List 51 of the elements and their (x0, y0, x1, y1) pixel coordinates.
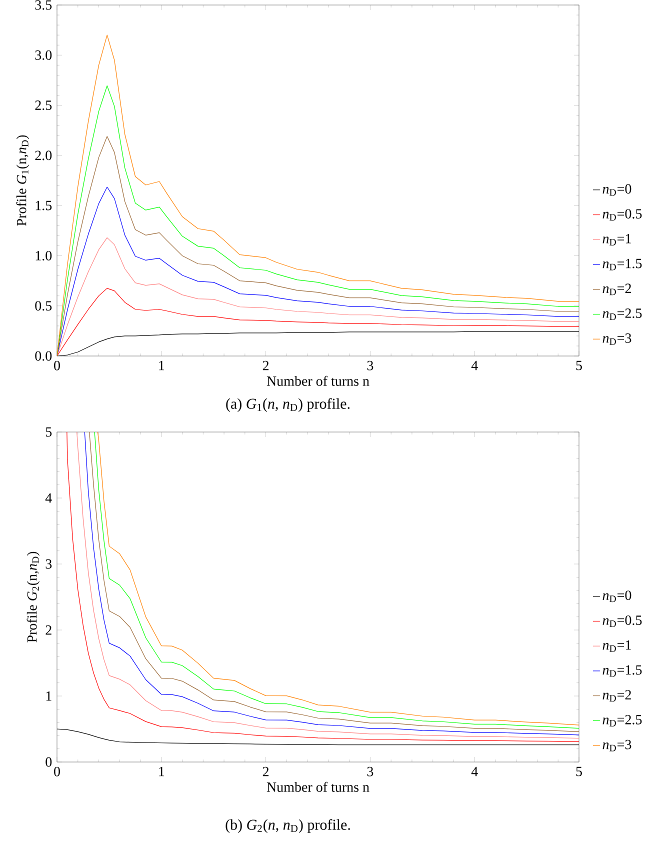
line-series (57, 237, 579, 356)
x-tick-label: 4 (471, 766, 478, 776)
x-tick-label: 1 (159, 766, 164, 776)
x-axis-title: Number of turns n (266, 376, 370, 386)
y-tick-label: 2.0 (35, 150, 52, 160)
legend-label: n$_{D}$=1 (602, 234, 631, 246)
legend-label: n$_{D}$=2.5 (602, 308, 642, 320)
x-axis-title: Number of turns n (266, 782, 370, 792)
y-tick-label: 0.5 (35, 301, 52, 311)
legend-label: n$_{D}$=2 (602, 284, 631, 296)
x-tick-label: 3 (367, 766, 374, 776)
legend-label: n$_{D}$=1.5 (602, 665, 642, 677)
x-tick-label: 4 (471, 360, 478, 370)
legend-label: n$_{D}$=0.5 (602, 615, 642, 627)
y-tick-label: 1.5 (36, 200, 52, 210)
legend-label: n$_{D}$=2 (602, 690, 631, 702)
legend-label: n$_{D}$=3 (602, 740, 632, 752)
y-tick-label: 0.0 (35, 351, 52, 361)
legend-label: n$_{D}$=1.5 (602, 258, 642, 270)
text: (b) G$_{2}$(n, n$_{D}$) profile. (226, 819, 350, 833)
legend-label: n$_{D}$=0 (602, 590, 632, 602)
x-tick-label: 1 (159, 360, 164, 370)
legend-label: n$_{D}$=0.5 (602, 209, 642, 221)
legend-label: n$_{D}$=2.5 (602, 714, 642, 726)
y-tick-label: 1.0 (36, 250, 52, 260)
y-tick-label: 3.5 (35, 0, 52, 10)
x-tick-label: 5 (576, 766, 582, 776)
y-tick-label: 2 (46, 625, 52, 635)
y-tick-label: 1 (46, 691, 52, 701)
y-axis-title: Profile G$_{2}$(n,n$_{D}$) (26, 552, 40, 642)
y-tick-label: 3.0 (35, 50, 52, 60)
legend-label: n$_{D}$=1 (602, 640, 631, 652)
y-tick-label: 5 (46, 427, 52, 437)
line-series (57, 186, 579, 356)
y-tick-label: 3 (46, 559, 52, 569)
x-tick-label: 2 (262, 766, 269, 776)
line-series (57, 136, 579, 356)
y-tick-label: 2.5 (35, 100, 52, 110)
legend-label: n$_{D}$=3 (602, 333, 632, 345)
legend-label: n$_{D}$=0 (602, 184, 632, 196)
text: (a) G$_{1}$(n, n$_{D}$) profile. (226, 398, 350, 412)
x-tick-label: 3 (367, 360, 374, 370)
x-tick-label: 0 (54, 766, 60, 776)
line-series (57, 288, 579, 356)
y-tick-label: 0 (46, 757, 52, 767)
line-series (57, 34, 579, 356)
y-tick-label: 4 (45, 493, 52, 503)
x-tick-label: 0 (54, 360, 60, 370)
x-tick-label: 2 (262, 360, 269, 370)
x-tick-label: 5 (576, 360, 582, 370)
y-axis-title: Profile G$_{1}$(n,n$_{D}$) (16, 135, 30, 226)
